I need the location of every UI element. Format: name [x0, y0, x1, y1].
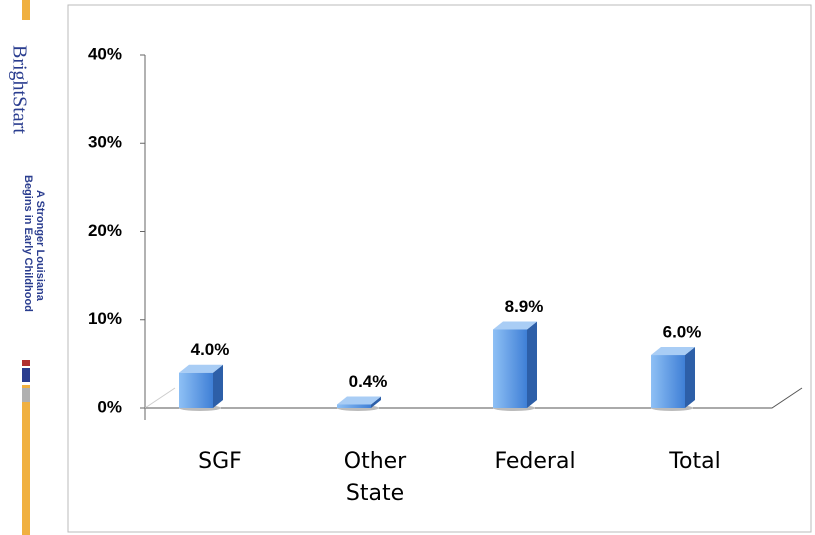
sidebar-square [22, 388, 30, 402]
floor [144, 387, 176, 409]
bar-top [337, 396, 381, 405]
brand: BrightStart [8, 45, 30, 134]
data-label: 8.9% [505, 297, 544, 316]
y-tick-label: 40% [88, 44, 122, 63]
y-tick-label: 0% [97, 397, 122, 416]
x-tick-label: SGF [198, 449, 242, 474]
data-label: 4.0% [191, 340, 230, 359]
tagline: A Stronger Louisiana [34, 190, 46, 302]
bar [179, 372, 213, 408]
y-tick-label: 10% [88, 309, 122, 328]
bar-top [651, 347, 695, 356]
bar [493, 329, 527, 408]
sidebar-stripe [22, 385, 30, 535]
data-label: 0.4% [349, 372, 388, 391]
sidebar-stripe [22, 0, 30, 20]
y-tick-label: 30% [88, 133, 122, 152]
bar-side [685, 347, 695, 408]
bar-side [213, 364, 223, 408]
bar [337, 404, 371, 408]
y-tick-label: 20% [88, 221, 122, 240]
bar-side [527, 321, 537, 408]
tagline: Begins in Early Childhood [22, 175, 34, 312]
floor [145, 387, 803, 409]
data-label: 6.0% [663, 323, 702, 342]
sidebar-square [22, 360, 30, 366]
bar [651, 355, 685, 408]
x-tick-label: Total [669, 449, 721, 474]
x-tick-label: Other State [343, 449, 407, 506]
chart-frame [67, 4, 812, 533]
bar-top [493, 321, 537, 330]
sidebar-square [22, 368, 30, 382]
bar-top [179, 364, 223, 373]
x-tick-label: Federal [494, 449, 576, 474]
bar-side [371, 396, 381, 408]
